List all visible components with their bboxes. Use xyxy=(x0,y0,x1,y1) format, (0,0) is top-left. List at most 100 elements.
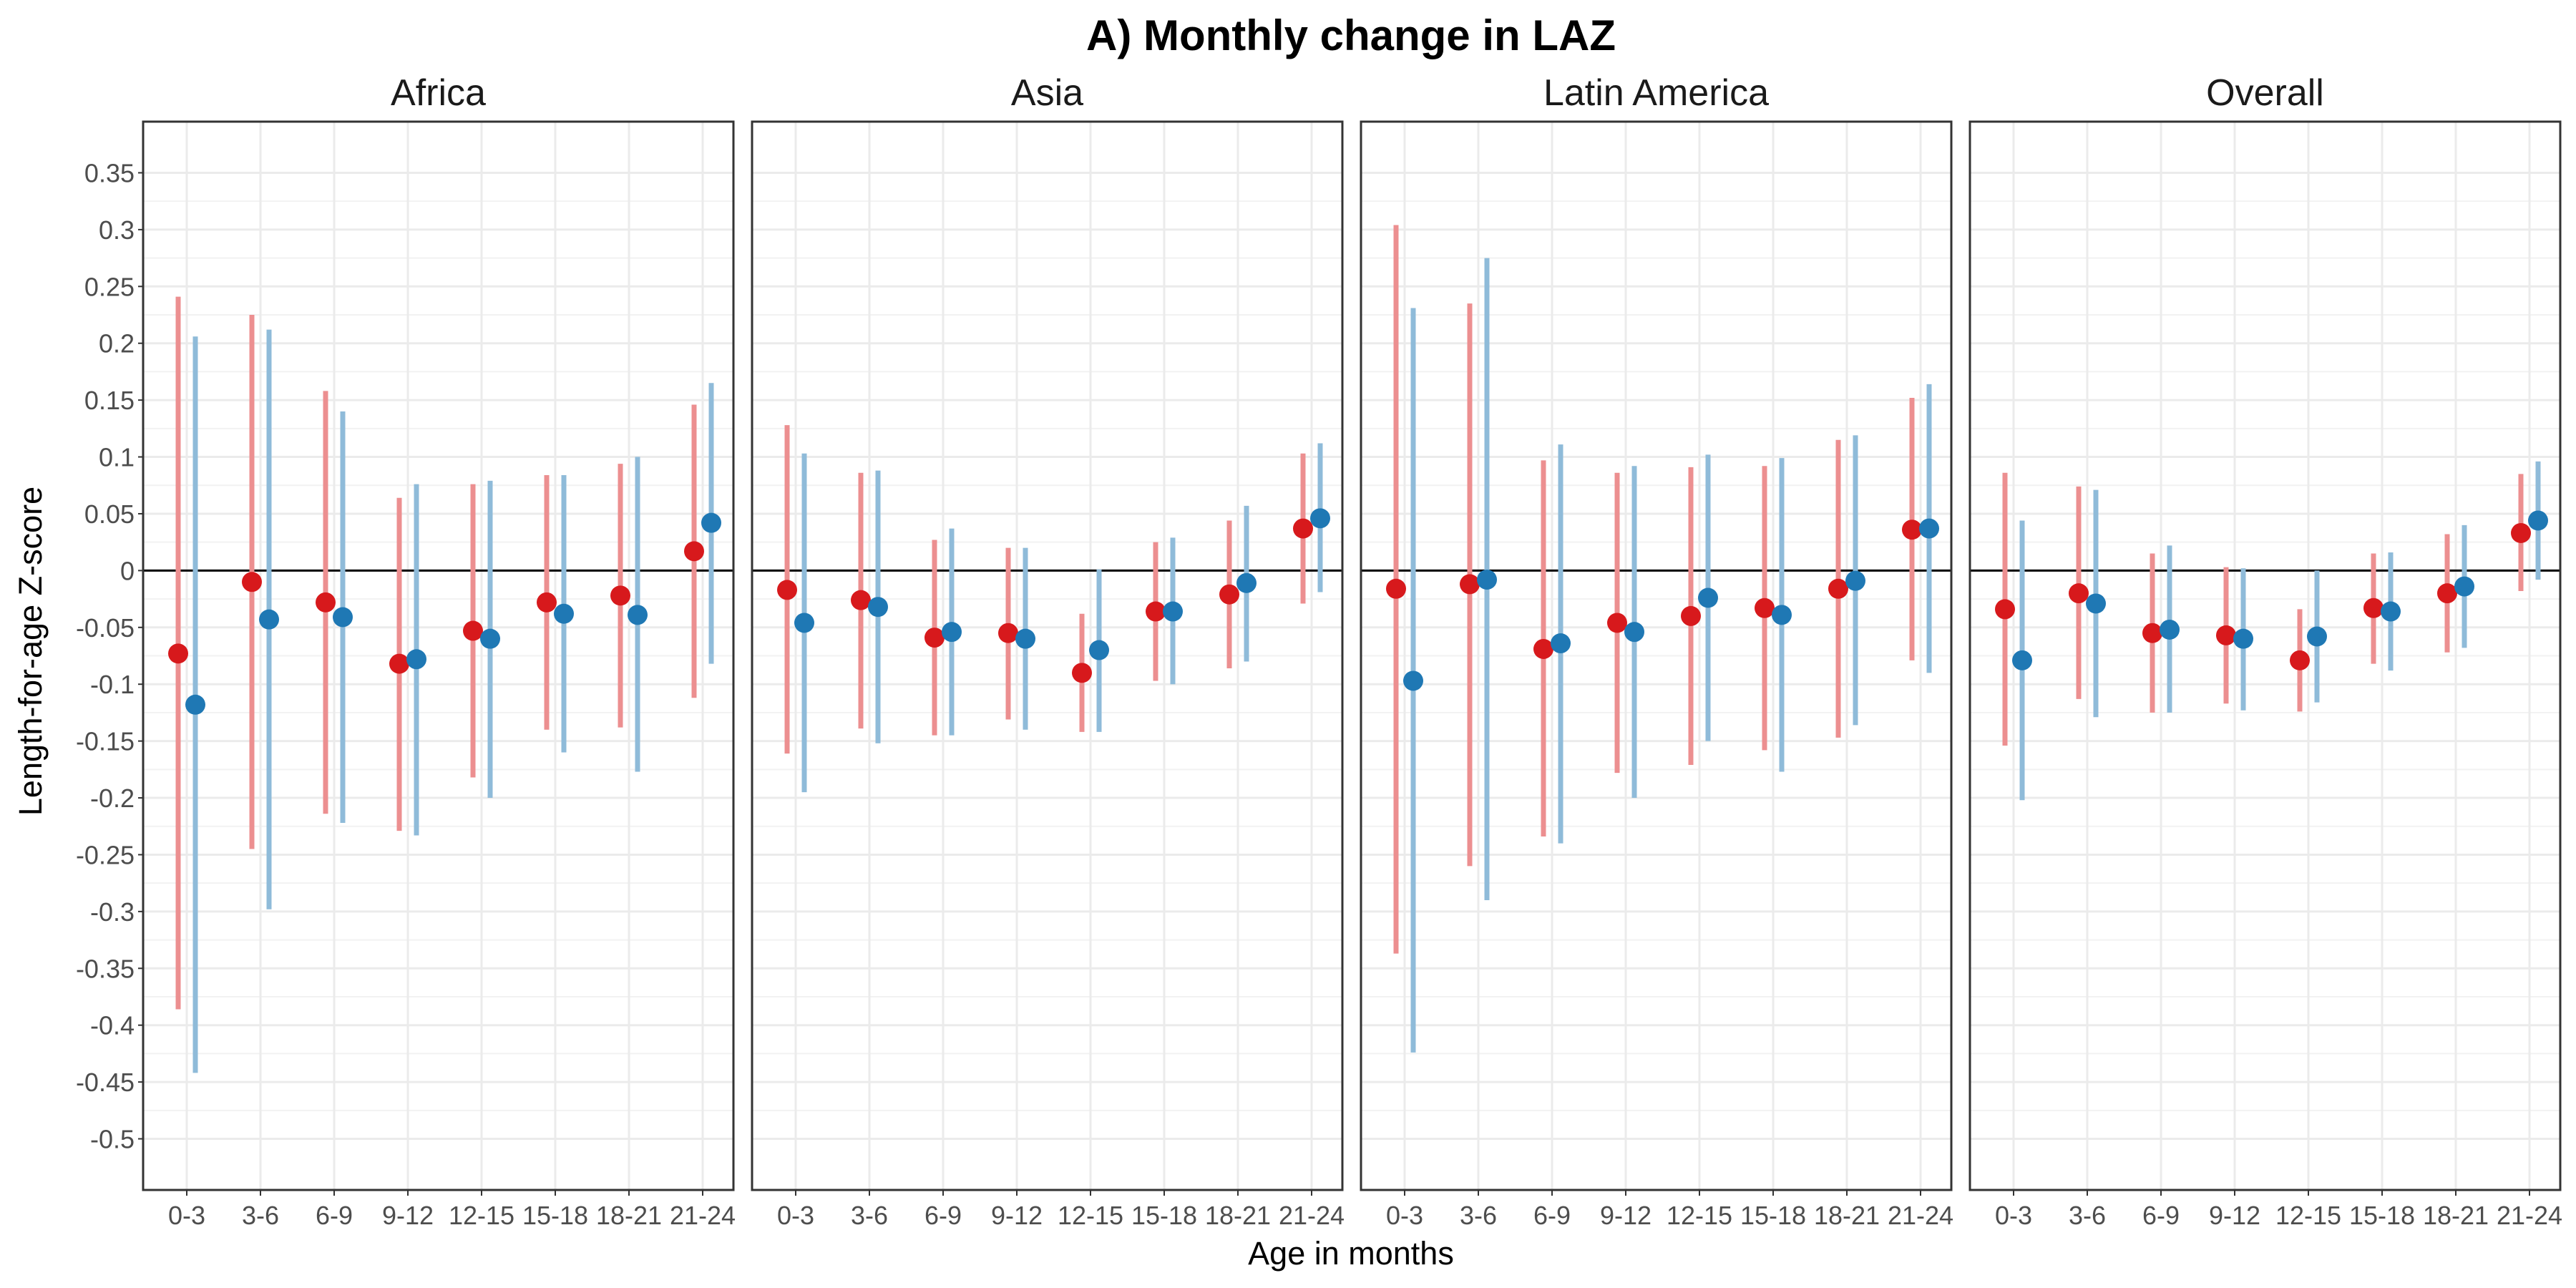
data-point xyxy=(1089,640,1109,660)
data-point xyxy=(701,512,721,533)
data-point xyxy=(1146,601,1166,622)
data-point xyxy=(1477,570,1497,590)
x-tick-label: 9-12 xyxy=(382,1201,434,1230)
data-point xyxy=(2511,522,2531,543)
x-tick-label: 3-6 xyxy=(851,1201,888,1230)
x-tick-label: 6-9 xyxy=(1533,1201,1571,1230)
x-tick-label: 18-21 xyxy=(596,1201,662,1230)
data-point xyxy=(480,628,500,649)
data-point xyxy=(628,605,648,625)
data-point xyxy=(1403,670,1423,691)
facet-panel: Asia 0-3 3-6 6-9 9-12 12-15 15-18 18-21 21-24 xyxy=(751,72,1345,1230)
y-tick-label: 0.2 xyxy=(99,329,135,358)
x-tick-label: 21-24 xyxy=(1888,1201,1953,1230)
data-point xyxy=(185,694,205,715)
x-tick-label: 0-3 xyxy=(1386,1201,1423,1230)
y-tick-label: -0.5 xyxy=(90,1125,135,1154)
x-tick-label: 15-18 xyxy=(1740,1201,1806,1230)
data-point xyxy=(1386,578,1406,599)
data-point xyxy=(2381,601,2401,622)
y-tick-label: -0.45 xyxy=(76,1068,135,1097)
facet-strip-label: Asia xyxy=(1011,72,1083,114)
data-point xyxy=(1755,597,1775,618)
data-point xyxy=(1828,578,1848,599)
panel-border xyxy=(142,120,735,1191)
data-point xyxy=(1624,622,1644,643)
x-tick-label: 18-21 xyxy=(2423,1201,2489,1230)
data-point xyxy=(1698,587,1718,608)
x-tick-label: 3-6 xyxy=(1460,1201,1497,1230)
facet-strip-label: Overall xyxy=(2206,72,2324,114)
x-tick-label: 0-3 xyxy=(1995,1201,2032,1230)
y-axis: 0.35 0.3 0.25 0.2 0.15 0.1 0.05 0 -0.05 -0.1 -0.15… xyxy=(76,158,143,1154)
facet-strip-label: Latin America xyxy=(1543,72,1769,114)
facet-panel: Overall 0-3 3-6 6-9 9-12 12-15 15-18 18-21 21-24 xyxy=(1968,72,2562,1230)
data-point xyxy=(1236,572,1257,593)
data-point xyxy=(998,623,1018,643)
data-point xyxy=(1902,519,1922,540)
data-point xyxy=(1551,633,1571,654)
facet-panel: Latin America 0-3 3-6 6-9 9-12 12-15 15-18 18-2… xyxy=(1360,72,1953,1230)
x-axis-title: Age in months xyxy=(1248,1235,1454,1272)
x-tick-label: 3-6 xyxy=(2069,1201,2106,1230)
panel-border xyxy=(1360,120,1953,1191)
y-axis-title: Length-for-age Z-score xyxy=(12,487,49,816)
y-tick-label: -0.1 xyxy=(90,670,135,699)
data-point xyxy=(1919,518,1939,539)
data-point xyxy=(1310,508,1330,529)
data-point xyxy=(554,603,574,624)
data-point xyxy=(2454,576,2474,597)
data-point xyxy=(537,592,557,613)
data-point xyxy=(1072,663,1092,683)
x-tick-label: 15-18 xyxy=(522,1201,588,1230)
data-point xyxy=(1845,570,1865,591)
x-tick-label: 12-15 xyxy=(449,1201,514,1230)
data-point xyxy=(1772,605,1792,625)
data-point xyxy=(1460,574,1480,595)
x-tick-label: 21-24 xyxy=(1279,1201,1345,1230)
facet-panel: Africa 0-3 3-6 6-9 9-12 12-15 15-18 18-21 21-24 xyxy=(142,72,736,1230)
data-point xyxy=(1607,613,1627,633)
x-tick-label: 12-15 xyxy=(1667,1201,1732,1230)
y-tick-label: -0.35 xyxy=(76,954,135,983)
data-point xyxy=(406,649,426,670)
y-tick-label: -0.4 xyxy=(90,1011,135,1040)
y-tick-label: 0 xyxy=(120,556,135,585)
x-tick-label: 18-21 xyxy=(1814,1201,1880,1230)
y-tick-label: 0.35 xyxy=(84,158,135,187)
data-point xyxy=(2086,593,2106,614)
data-point xyxy=(924,628,945,648)
data-point xyxy=(2012,650,2032,670)
data-point xyxy=(2437,583,2457,604)
y-tick-label: 0.25 xyxy=(84,272,135,301)
data-point xyxy=(1533,638,1553,659)
data-point xyxy=(2307,626,2327,647)
x-tick-label: 6-9 xyxy=(316,1201,353,1230)
data-point xyxy=(610,585,630,606)
x-tick-label: 21-24 xyxy=(2497,1201,2562,1230)
x-tick-label: 3-6 xyxy=(242,1201,279,1230)
x-tick-label: 6-9 xyxy=(2142,1201,2180,1230)
data-point xyxy=(2216,625,2236,645)
x-tick-label: 9-12 xyxy=(2209,1201,2260,1230)
data-point xyxy=(2233,628,2253,649)
data-point xyxy=(389,653,409,674)
data-point xyxy=(684,541,704,562)
y-tick-label: 0.3 xyxy=(99,215,135,245)
data-point xyxy=(2160,619,2180,640)
data-point xyxy=(777,580,797,600)
x-tick-label: 12-15 xyxy=(1058,1201,1123,1230)
data-point xyxy=(316,592,336,613)
data-point xyxy=(259,609,279,630)
data-point xyxy=(1995,599,2015,620)
data-point xyxy=(1015,628,1035,649)
x-tick-label: 6-9 xyxy=(924,1201,962,1230)
x-tick-label: 9-12 xyxy=(1600,1201,1652,1230)
data-point xyxy=(1219,584,1239,605)
data-point xyxy=(2363,597,2384,618)
x-tick-label: 0-3 xyxy=(777,1201,814,1230)
data-point xyxy=(2069,583,2089,604)
y-tick-label: 0.05 xyxy=(84,499,135,529)
